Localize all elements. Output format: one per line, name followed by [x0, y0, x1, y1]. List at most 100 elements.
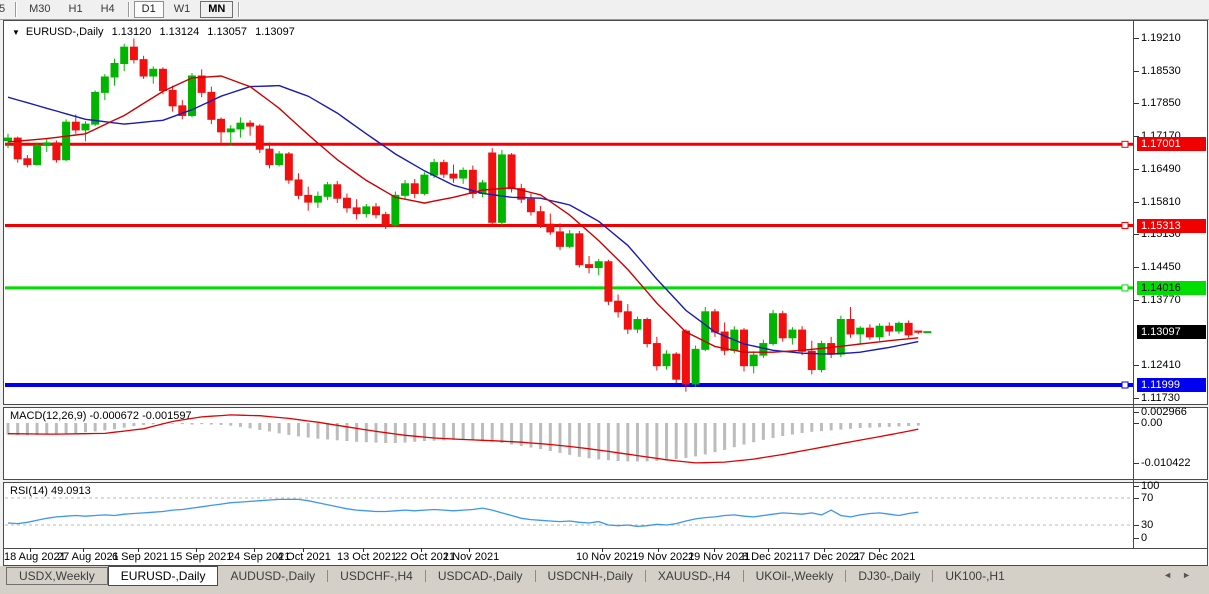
macd-histogram-bar — [316, 423, 320, 439]
macd-histogram-bar — [732, 423, 736, 448]
tab-separator — [327, 570, 329, 582]
candlestick — [52, 142, 61, 161]
candlestick — [885, 325, 894, 332]
timeframe-button-h4[interactable]: H4 — [100, 3, 115, 15]
macd-histogram-bar — [616, 423, 620, 461]
time-axis-label: 10 Nov 2021 — [576, 551, 639, 563]
tab-scroll-left-icon[interactable]: ◄ — [1163, 570, 1173, 580]
macd-histogram-bar — [742, 423, 746, 445]
candlestick — [100, 76, 109, 93]
candlestick — [42, 142, 51, 146]
macd-histogram-bar — [287, 423, 291, 435]
macd-histogram-bar — [519, 423, 523, 447]
candlestick — [478, 182, 487, 194]
candlestick — [33, 144, 42, 166]
chart-tab-xauusd-h4[interactable]: XAUUSD-,H4 — [657, 569, 731, 583]
macd-histogram-bar — [83, 423, 87, 433]
macd-histogram-bar — [752, 423, 756, 443]
ohlc-high: 1.13124 — [159, 26, 200, 38]
chart-tab-dj30-daily[interactable]: DJ30-,Daily — [858, 569, 921, 583]
chart-tab-eurusd-daily[interactable]: EURUSD-,Daily — [107, 566, 219, 586]
panel-separator[interactable] — [3, 404, 1208, 408]
candlestick — [507, 154, 516, 190]
macd-histogram-bar — [878, 423, 882, 428]
timeframe-button-m30[interactable]: M30 — [29, 3, 51, 15]
macd-histogram-bar — [277, 423, 281, 434]
collapse-triangle-icon[interactable]: ▼ — [12, 28, 20, 37]
candlestick — [71, 121, 80, 131]
candlestick — [149, 68, 158, 77]
tab-scroll-right-icon[interactable]: ► — [1182, 570, 1191, 580]
resistance-line-handle[interactable] — [1121, 222, 1129, 230]
candlestick — [333, 184, 342, 199]
time-axis-label: 29 Nov 2021 — [688, 551, 751, 563]
ohlc-close: 1.13097 — [255, 26, 295, 38]
chart-tab-usdcnh-daily[interactable]: USDCNH-,Daily — [547, 569, 633, 583]
macd-histogram-bar — [374, 423, 378, 443]
timeframe-button-mn[interactable]: MN — [200, 1, 234, 18]
macd-histogram-bar — [800, 423, 804, 433]
rsi-axis-label: 30 — [1141, 519, 1154, 531]
macd-axis-tick — [1134, 462, 1139, 464]
support-line-handle[interactable] — [1121, 381, 1129, 389]
macd-histogram-bar — [326, 423, 330, 440]
candlestick — [614, 300, 623, 313]
target-line-handle[interactable] — [1121, 284, 1129, 292]
tab-separator — [845, 570, 847, 582]
chart-tab-audusd-daily[interactable]: AUDUSD-,Daily — [230, 569, 316, 583]
macd-histogram-bar — [364, 423, 368, 443]
chart-tab-usdcad-daily[interactable]: USDCAD-,Daily — [437, 569, 523, 583]
candlestick — [749, 354, 758, 367]
candlestick — [623, 311, 632, 330]
candlestick — [120, 46, 129, 65]
candlestick — [255, 125, 264, 150]
macd-histogram-bar — [219, 423, 223, 425]
rsi-value: 49.0913 — [50, 485, 91, 497]
price-axis-label: 1.19210 — [1141, 32, 1181, 44]
candlestick — [894, 322, 903, 332]
macd-histogram-bar — [849, 423, 853, 429]
macd-histogram-bar — [180, 423, 184, 425]
timeframe-button-5[interactable]: 5 — [0, 3, 6, 15]
toolbar-separator — [238, 2, 240, 17]
macd-histogram-bar — [190, 423, 194, 425]
time-axis-tick — [254, 548, 255, 552]
time-axis-tick — [138, 548, 139, 552]
rsi-name: RSI(14) — [10, 485, 48, 497]
macd-histogram-bar — [248, 423, 252, 429]
macd-histogram-bar — [645, 423, 649, 462]
chart-tab-uk100-h1[interactable]: UK100-,H1 — [945, 569, 1005, 583]
panel-separator[interactable] — [3, 479, 1208, 483]
candlestick — [788, 329, 797, 339]
time-axis-label: 15 Sep 2021 — [170, 551, 233, 563]
macd-histogram-bar — [238, 423, 242, 427]
macd-histogram-bar — [103, 423, 107, 431]
price-axis-label: 1.17850 — [1141, 97, 1181, 110]
timeframe-button-w1[interactable]: W1 — [173, 3, 191, 15]
price-axis-label: 1.18530 — [1141, 64, 1181, 77]
chart-tab-ukoil-weekly[interactable]: UKOil-,Weekly — [755, 569, 834, 583]
macd-histogram-bar — [887, 423, 891, 427]
time-axis-label: 1 Nov 2021 — [443, 551, 500, 563]
macd-histogram-bar — [674, 423, 678, 460]
timeframe-button-d1[interactable]: D1 — [133, 1, 164, 18]
price-axis-label: 1.15810 — [1141, 195, 1181, 208]
price-axis-tick — [1134, 397, 1139, 399]
chart-tab-usdx-weekly[interactable]: USDX,Weekly — [6, 567, 108, 585]
macd-histogram-bar — [113, 423, 117, 430]
chart-tab-usdchf-h4[interactable]: USDCHF-,H4 — [340, 569, 413, 583]
rsi-axis-tick — [1134, 538, 1139, 539]
macd-histogram-bar — [461, 423, 465, 440]
macd-histogram-bar — [577, 423, 581, 457]
time-axis-tick — [30, 548, 31, 552]
timeframe-button-h1[interactable]: H1 — [68, 3, 83, 15]
macd-signal-line — [7, 414, 919, 464]
price-axis-tick — [1134, 365, 1139, 367]
macd-histogram-bar — [500, 423, 504, 443]
resistance-line-handle[interactable] — [1121, 140, 1129, 148]
time-axis-label: 27 Dec 2021 — [853, 551, 916, 563]
macd-histogram-bar — [510, 423, 514, 445]
candlestick — [846, 319, 855, 335]
candlestick — [904, 322, 913, 336]
candlestick — [488, 152, 497, 223]
